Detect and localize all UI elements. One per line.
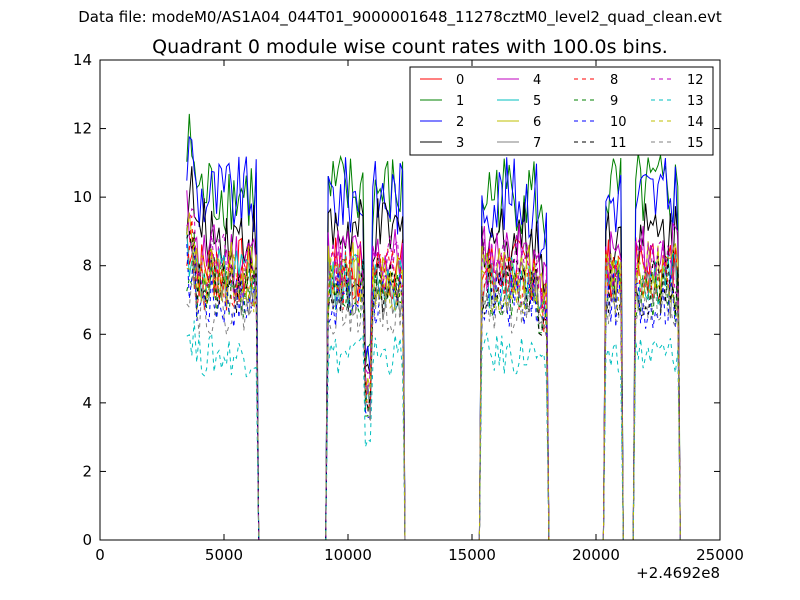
legend-label-5: 5 <box>533 94 541 109</box>
legend-label-1: 1 <box>456 94 464 109</box>
legend-label-7: 7 <box>533 136 541 151</box>
legend-label-0: 0 <box>456 73 464 88</box>
figure-suptitle: Data file: modeM0/AS1A04_044T01_90000016… <box>78 8 722 26</box>
x-tick-label: 10000 <box>324 546 372 564</box>
legend-label-9: 9 <box>610 94 618 109</box>
y-tick-label: 12 <box>73 120 92 138</box>
y-tick-label: 10 <box>73 188 92 206</box>
series-layer <box>186 113 681 541</box>
legend-label-2: 2 <box>456 115 464 130</box>
series-line-14 <box>186 238 681 541</box>
x-tick-label: 5000 <box>205 546 243 564</box>
legend-label-8: 8 <box>610 73 618 88</box>
legend-box <box>409 66 714 156</box>
legend-label-3: 3 <box>456 136 464 151</box>
legend-label-13: 13 <box>687 94 704 109</box>
x-offset-label: +2.4692e8 <box>636 564 720 582</box>
legend-label-4: 4 <box>533 73 541 88</box>
series-line-8 <box>186 215 681 541</box>
y-tick-label: 8 <box>82 257 92 275</box>
x-tick-label: 25000 <box>696 546 744 564</box>
plot-frame <box>99 59 721 541</box>
series-line-9 <box>186 232 681 541</box>
y-tick-label: 0 <box>82 531 92 549</box>
series-line-15 <box>186 270 681 541</box>
legend-label-11: 11 <box>610 136 627 151</box>
legend-label-14: 14 <box>687 115 704 130</box>
x-tick-label: 20000 <box>572 546 620 564</box>
y-tick-label: 6 <box>82 325 92 343</box>
series-line-12 <box>186 208 681 541</box>
legend-label-6: 6 <box>533 115 541 130</box>
legend-label-12: 12 <box>687 73 704 88</box>
chart-title: Quadrant 0 module wise count rates with … <box>152 36 668 58</box>
series-line-13 <box>186 320 681 541</box>
y-tick-label: 4 <box>82 394 92 412</box>
legend-label-15: 15 <box>687 136 704 151</box>
x-tick-label: 15000 <box>448 546 496 564</box>
legend-label-10: 10 <box>610 115 627 130</box>
y-tick-label: 14 <box>73 51 92 69</box>
series-line-3 <box>186 166 681 541</box>
y-tick-label: 2 <box>82 462 92 480</box>
x-tick-label: 0 <box>95 546 105 564</box>
series-line-2 <box>186 135 681 541</box>
